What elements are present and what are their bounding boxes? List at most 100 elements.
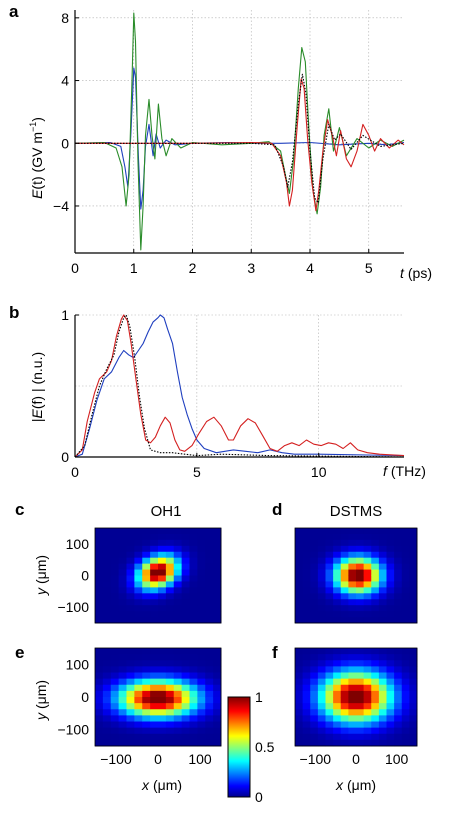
- heatmap-cell: [378, 569, 387, 576]
- heatmap-cell: [378, 660, 387, 667]
- heatmap-y-tick-label: −100: [57, 599, 89, 615]
- heatmap-cell: [409, 739, 418, 747]
- heatmap-group: 100 0 −100 100 0 −100 −100 0 100 −100 0 100: [57, 527, 418, 767]
- heatmap-cell: [95, 678, 104, 686]
- heatmap-cell: [102, 703, 112, 710]
- heatmap-cell: [158, 727, 167, 735]
- heatmap-cell: [356, 605, 365, 612]
- heatmap-cell: [317, 672, 326, 680]
- heatmap-cell: [310, 533, 319, 541]
- heatmap-cell: [386, 528, 395, 535]
- heatmap-cell: [356, 563, 365, 570]
- heatmap-frame: [94, 527, 222, 624]
- heatmap-cell: [409, 715, 418, 722]
- heatmap-cell: [181, 678, 190, 686]
- heatmap-cell: [189, 581, 198, 588]
- heatmap-cell: [205, 575, 214, 582]
- heatmap-f: −100 0 100: [294, 647, 418, 767]
- heatmap-cell: [205, 587, 214, 594]
- heatmap-title-d: DSTMS: [330, 503, 383, 520]
- heatmap-cell: [213, 733, 222, 741]
- heatmap-cell: [165, 721, 175, 729]
- heatmap-cell: [378, 733, 387, 741]
- heatmap-cell: [386, 551, 395, 559]
- heatmap-cell: [356, 551, 365, 559]
- heatmap-cell: [302, 563, 311, 570]
- heatmap-cell: [165, 660, 175, 667]
- colorbar-tick-label: 0: [255, 789, 263, 805]
- heatmap-y-tick-label: −100: [57, 722, 89, 738]
- heatmap-cell: [102, 733, 112, 741]
- heatmap-cell: [165, 672, 175, 680]
- heatmap-cell: [213, 715, 222, 722]
- heatmap-cell: [333, 654, 342, 661]
- heatmap-cell: [340, 557, 349, 565]
- heatmap-cell: [110, 721, 120, 729]
- heatmap-cell: [158, 690, 167, 698]
- heatmap-cell: [356, 715, 365, 722]
- heatmap-cell: [394, 654, 403, 661]
- series-line-1: [74, 12, 405, 251]
- heatmap-cell: [295, 678, 304, 686]
- heatmap-cell: [110, 581, 120, 588]
- heatmap-cell: [197, 727, 206, 735]
- heatmap-cell: [134, 528, 143, 535]
- heatmap-cell: [142, 703, 151, 710]
- heatmap-cell: [95, 654, 104, 661]
- heatmap-cell: [110, 709, 120, 716]
- heatmap-cell: [409, 654, 418, 661]
- heatmap-cell: [317, 569, 326, 576]
- panel-letter-b: b: [9, 303, 19, 322]
- x-axis-label-b: f (THz): [383, 463, 426, 479]
- heatmap-cell: [150, 611, 159, 618]
- heatmap-cell: [295, 721, 304, 729]
- heatmap-cell: [158, 563, 167, 570]
- heatmap-cell: [173, 563, 183, 570]
- heatmap-d: [294, 527, 418, 624]
- heatmap-cell: [348, 678, 357, 686]
- heatmap-cell: [325, 557, 334, 565]
- heatmap-cell: [325, 569, 334, 576]
- heatmap-cell: [213, 709, 222, 716]
- heatmap-cell: [205, 545, 214, 553]
- heatmap-cell: [189, 528, 198, 535]
- heatmap-cell: [95, 684, 104, 692]
- heatmap-cell: [181, 715, 190, 722]
- heatmap-cell: [213, 581, 222, 588]
- heatmap-cell: [295, 654, 304, 661]
- heatmap-cell: [165, 617, 175, 624]
- heatmap-cell: [189, 533, 198, 541]
- heatmap-cell: [340, 697, 349, 704]
- heatmap-cell: [378, 551, 387, 559]
- heatmap-cell: [348, 569, 357, 576]
- heatmap-cell: [102, 528, 112, 535]
- heatmap-cell: [340, 654, 349, 661]
- heatmap-cell: [302, 715, 311, 722]
- heatmap-cell: [197, 721, 206, 729]
- heatmap-cell: [295, 575, 304, 582]
- heatmap-cell: [363, 593, 372, 600]
- heatmap-cell: [386, 605, 395, 612]
- heatmap-y-tick-label: 100: [66, 536, 90, 552]
- heatmap-cell: [378, 587, 387, 594]
- heatmap-cell: [134, 733, 143, 741]
- heatmap-cell: [142, 715, 151, 722]
- heatmap-cell: [110, 684, 120, 692]
- heatmap-cell: [348, 660, 357, 667]
- heatmap-cell: [95, 611, 104, 618]
- heatmap-cell: [165, 563, 175, 570]
- heatmap-cell: [310, 703, 319, 710]
- heatmap-cell: [317, 678, 326, 686]
- heatmap-cell: [173, 587, 183, 594]
- heatmap-cell: [394, 684, 403, 692]
- heatmap-cell: [134, 539, 143, 547]
- heatmap-cell: [158, 660, 167, 667]
- heatmap-cell: [181, 611, 190, 618]
- heatmap-cell: [340, 660, 349, 667]
- heatmap-cell: [317, 617, 326, 624]
- heatmap-cell: [356, 654, 365, 661]
- heatmap-cell: [102, 611, 112, 618]
- heatmap-cell: [340, 678, 349, 686]
- heatmap-cell: [295, 563, 304, 570]
- heatmap-cell: [181, 654, 190, 661]
